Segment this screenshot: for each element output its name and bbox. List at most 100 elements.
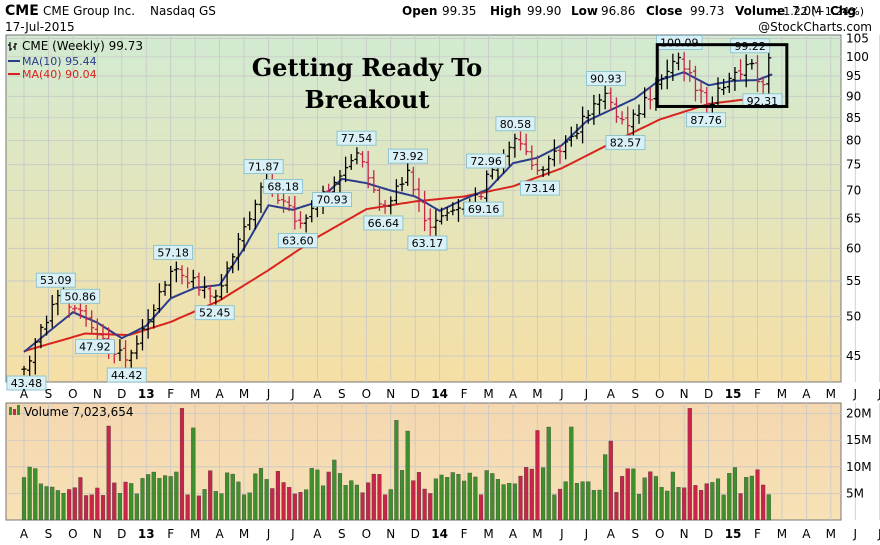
price-panel — [5, 34, 842, 383]
volume-bar — [27, 466, 32, 521]
volume-bar — [507, 483, 512, 521]
price-month-label: A — [509, 387, 518, 401]
volume-bar — [422, 488, 427, 521]
volume-bar — [196, 495, 201, 521]
price-annotation-box — [363, 215, 404, 231]
volume-bar — [134, 493, 139, 521]
volume-bar — [665, 490, 670, 521]
volume-month-label: A — [20, 527, 29, 541]
volume-bar — [89, 494, 94, 521]
price-annotation-box — [153, 244, 194, 260]
price-month-label: A — [215, 387, 224, 401]
price-annotation: 82.57 — [610, 137, 642, 150]
volume-bar — [383, 494, 388, 521]
price-tick-label: 75 — [846, 158, 861, 172]
price-annotation-box — [243, 159, 284, 175]
price-month-label: F — [461, 387, 468, 401]
volume-bar — [388, 489, 393, 521]
volume-bars — [21, 408, 771, 521]
volume-bar — [416, 472, 422, 521]
volume-bar — [450, 472, 455, 521]
volume-bar — [456, 474, 461, 521]
volume-bar — [501, 484, 506, 521]
volume-month-label: J — [584, 527, 589, 541]
volume-bar — [715, 478, 721, 521]
volume-month-label: F — [461, 527, 468, 541]
volume-month-label: A — [802, 527, 811, 541]
volume-bar — [95, 487, 100, 521]
price-month-label: F — [167, 387, 174, 401]
volume-month-label: J — [559, 527, 564, 541]
volume-month-label: J — [877, 527, 880, 541]
volume-bar — [185, 494, 190, 521]
volume-bar — [202, 489, 207, 521]
volume-bar — [163, 475, 168, 521]
price-month-label: J — [559, 387, 564, 401]
price-tick-label: 95 — [846, 69, 861, 83]
volume-tick-label: 5M — [846, 486, 864, 500]
price-annotation: 69.16 — [468, 203, 500, 216]
price-annotation-box — [407, 235, 448, 251]
price-month-label: S — [338, 387, 346, 401]
volume-bar — [439, 474, 444, 521]
price-annotation: 44.42 — [111, 369, 143, 382]
legend-volume: Volume 7,023,654 — [24, 405, 134, 419]
volume-bar — [642, 477, 647, 521]
volume-bar — [123, 481, 128, 521]
volume-bar — [732, 467, 737, 521]
price-annotation: 80.58 — [500, 118, 532, 131]
high-label: High — [490, 4, 521, 18]
volume-bar — [552, 494, 557, 521]
volume-bar — [146, 474, 151, 521]
price-legend: CME (Weekly) 99.73 MA(10) 95.44 MA(40) 9… — [8, 39, 143, 81]
volume-bar — [636, 493, 642, 521]
price-month-label: A — [313, 387, 322, 401]
price-annotation-box — [387, 148, 428, 164]
price-annotation-box — [495, 116, 536, 132]
price-annotation: 90.93 — [590, 72, 622, 85]
volume-bar — [67, 489, 72, 521]
volume-bar — [529, 468, 534, 521]
price-annotation-box — [686, 112, 727, 128]
volume-bar — [411, 480, 416, 521]
volume-bar — [524, 467, 529, 521]
volume-bar — [225, 472, 230, 521]
volume-bar — [693, 485, 698, 521]
volume-bar — [569, 426, 574, 521]
volume-bar — [50, 486, 55, 521]
volume-bar — [721, 494, 726, 521]
volume-bar — [281, 482, 286, 521]
price-annotation-box — [336, 130, 377, 146]
volume-month-label: M — [777, 527, 787, 541]
price-annotation-box — [605, 135, 646, 151]
volume-bar — [315, 469, 320, 521]
volume-bar — [591, 490, 596, 521]
volume-month-axis: A S O N D 13 F M A M J J A S O N D 14 F M A M J J A S O N D 15 F M A M J J — [20, 527, 880, 541]
price-month-label: N — [680, 387, 689, 401]
volume-bar — [219, 493, 224, 521]
company-name: CME Group Inc. — [43, 4, 135, 18]
volume-bar — [292, 493, 297, 521]
volume-month-label: F — [754, 527, 761, 541]
volume-month-label: M — [190, 527, 200, 541]
price-annotation: 72.96 — [470, 155, 502, 168]
volume-bar — [614, 492, 619, 521]
volume-bar — [106, 425, 111, 521]
volume-bar — [727, 473, 732, 521]
volume-bar — [129, 483, 134, 521]
volume-legend: Volume 7,023,654 — [9, 405, 134, 419]
price-month-label: S — [45, 387, 53, 401]
volume-bar — [213, 491, 218, 521]
price-gridlines — [6, 35, 880, 382]
price-month-label: N — [386, 387, 395, 401]
price-tick-label: 55 — [846, 274, 861, 288]
price-annotation-box — [6, 375, 47, 391]
price-month-label: J — [290, 387, 295, 401]
volume-bar — [61, 493, 66, 521]
price-month-label: M — [777, 387, 787, 401]
volume-bar — [766, 494, 771, 521]
volume-bar — [151, 471, 156, 521]
volume-bar — [140, 478, 145, 521]
price-annotation: 70.93 — [316, 194, 348, 207]
